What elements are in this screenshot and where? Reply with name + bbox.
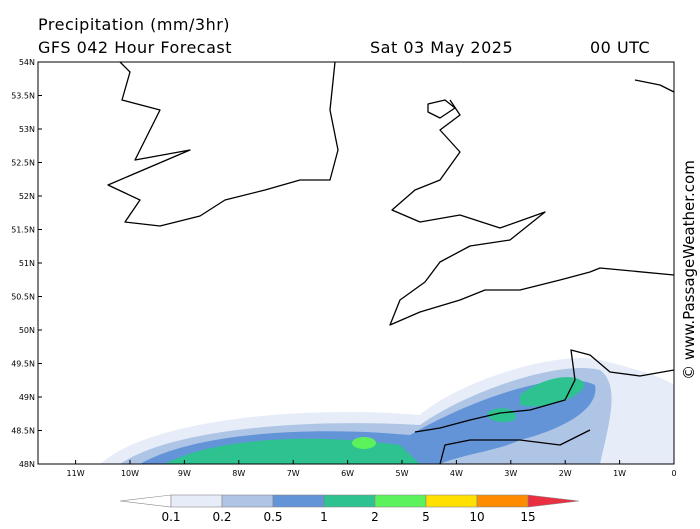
- legend-label: 0.5: [263, 510, 282, 524]
- legend-swatch: [170, 494, 223, 508]
- lon-label: 2W: [559, 469, 572, 478]
- legend-label: 15: [520, 510, 535, 524]
- lon-label: 6W: [341, 469, 354, 478]
- lat-label: 49N: [19, 393, 35, 402]
- lon-label: 0: [671, 469, 676, 478]
- lat-label: 54N: [19, 58, 35, 67]
- credit: © www.PassageWeather.com: [680, 160, 698, 380]
- legend-label: 1: [320, 510, 328, 524]
- coastline-britain: [389, 79, 674, 326]
- legend-swatch: [476, 494, 529, 508]
- legend-label: 0.1: [161, 510, 180, 524]
- legend-label: 0.2: [212, 510, 231, 524]
- lat-label: 48N: [19, 460, 35, 469]
- lat-label: 53N: [19, 125, 35, 134]
- legend: 0.1 0.2 0.5 1 2 5 10 15: [119, 494, 580, 524]
- legend-swatch: [119, 494, 172, 508]
- lat-label: 51N: [19, 259, 35, 268]
- precip-peak: [352, 437, 376, 449]
- legend-swatch: [425, 494, 478, 508]
- legend-label: 10: [469, 510, 484, 524]
- lat-label: 49.5N: [11, 360, 35, 369]
- lat-label: 48.5N: [11, 427, 35, 436]
- lon-label: 3W: [504, 469, 517, 478]
- legend-swatch: [323, 494, 376, 508]
- lat-label: 52N: [19, 192, 35, 201]
- title: Precipitation (mm/3hr): [38, 15, 230, 34]
- lon-label: 4W: [450, 469, 463, 478]
- coastline-france: [414, 349, 674, 464]
- lon-label: 9W: [178, 469, 191, 478]
- legend-swatch: [374, 494, 427, 508]
- legend-swatch: [272, 494, 325, 508]
- subtitle: GFS 042 Hour Forecast: [38, 38, 232, 57]
- coastline-anglesey: [427, 99, 456, 119]
- legend-swatch: [527, 494, 580, 508]
- lon-axis: 11W 10W 9W 8W 7W 6W 5W 4W 3W 2W 1W 0: [67, 460, 677, 478]
- lat-label: 50.5N: [11, 293, 35, 302]
- precip-high: [165, 377, 585, 464]
- lat-label: 50N: [19, 326, 35, 335]
- lat-label: 51.5N: [11, 226, 35, 235]
- lon-label: 8W: [232, 469, 245, 478]
- lon-label: 7W: [287, 469, 300, 478]
- legend-label: 5: [422, 510, 430, 524]
- lon-label: 11W: [67, 469, 85, 478]
- lon-label: 1W: [613, 469, 626, 478]
- legend-swatch: [221, 494, 274, 508]
- lat-label: 52.5N: [11, 159, 35, 168]
- lat-label: 53.5N: [11, 92, 35, 101]
- lat-axis: 54N 53.5N 53N 52.5N 52N 51.5N 51N 50.5N 50N 49.5N…: [11, 58, 42, 469]
- legend-label: 2: [371, 510, 379, 524]
- date: Sat 03 May 2025: [370, 38, 513, 57]
- map: 54N 53.5N 53N 52.5N 52N 51.5N 51N 50.5N 50N 49.5N…: [11, 58, 677, 478]
- lon-label: 5W: [396, 469, 409, 478]
- coastline-ireland: [107, 62, 339, 227]
- lon-label: 10W: [121, 469, 139, 478]
- time: 00 UTC: [590, 38, 650, 57]
